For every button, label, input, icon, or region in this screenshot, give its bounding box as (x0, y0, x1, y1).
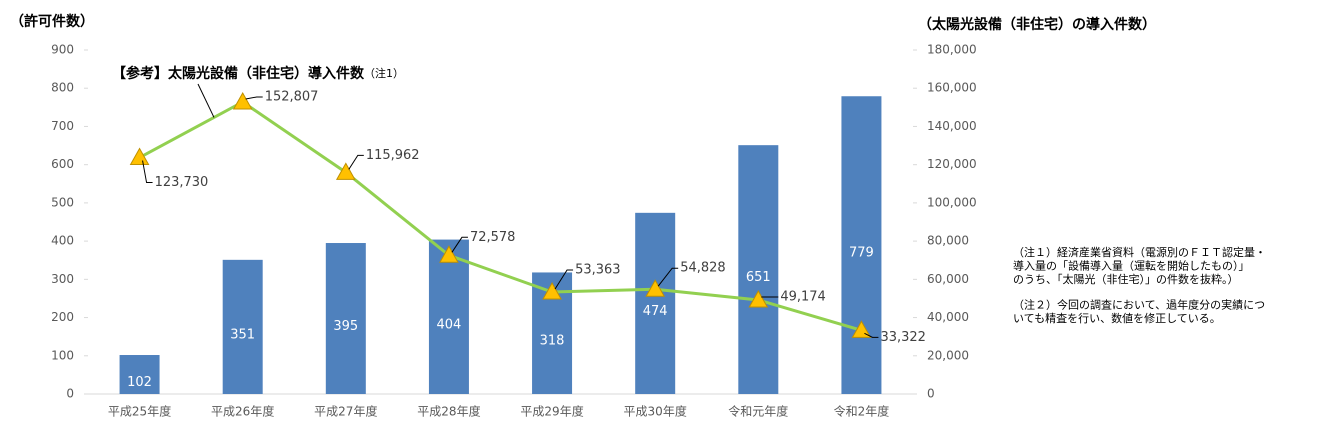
bar (222, 259, 263, 394)
line-value-label: 49,174 (780, 290, 826, 305)
y-tick-label: 500 (51, 195, 74, 209)
bar-value-label: 318 (540, 334, 565, 349)
leader-line (142, 160, 153, 184)
note: 導入量の「設備導入量（運転を開始したもの）」 (1013, 259, 1250, 273)
note: いても精査を行い、数値を修正している。 (1013, 311, 1221, 325)
x-tick-label: 平成25年度 (108, 404, 171, 419)
line-value-label: 54,828 (680, 261, 726, 276)
y-tick-label: 800 (51, 81, 74, 95)
y2-tick-label: 180,000 (927, 43, 977, 57)
x-tick-label: 令和元年度 (728, 404, 788, 419)
line-value-label: 53,363 (575, 263, 621, 278)
bar-value-label: 102 (127, 375, 152, 390)
line-value-label: 115,962 (366, 148, 420, 163)
marker (129, 147, 150, 166)
y-axis-title: （許可件数） (10, 13, 94, 30)
y2-tick-label: 140,000 (927, 119, 977, 133)
x-tick-label: 平成30年度 (624, 404, 687, 419)
leader-line (451, 236, 468, 253)
y2-tick-label: 0 (927, 387, 935, 401)
marker (851, 320, 872, 338)
y-tick-label: 0 (66, 387, 74, 401)
x-tick-label: 令和2年度 (834, 404, 890, 419)
marker (232, 91, 253, 110)
series-name: 【参考】太陽光設備（非住宅）導入件数 (112, 65, 365, 82)
y2-tick-label: 40,000 (927, 310, 969, 324)
leader-line (245, 96, 263, 100)
y-tick-label: 200 (51, 310, 74, 324)
note: のうち、「太陽光（非住宅）」の件数を抜粋。） (1013, 272, 1239, 286)
bar-value-label: 779 (849, 246, 874, 261)
bar-value-label: 404 (437, 317, 462, 332)
series-leader (197, 83, 215, 118)
x-tick-label: 平成27年度 (314, 404, 377, 419)
marker (439, 245, 459, 263)
leader-line (348, 154, 364, 170)
series-label: 【参考】太陽光設備（非住宅）導入件数（注1） (112, 65, 404, 82)
bar-value-label: 651 (746, 270, 771, 285)
y-tick-label: 300 (51, 272, 74, 286)
bar (428, 239, 469, 394)
y2-tick-label: 80,000 (927, 234, 969, 248)
y2-tick-label: 60,000 (927, 272, 969, 286)
y-tick-label: 900 (51, 43, 74, 57)
line-value-label: 123,730 (155, 175, 209, 190)
marker (542, 281, 562, 300)
bar (325, 243, 366, 394)
y-tick-label: 700 (51, 119, 74, 133)
bar (738, 145, 779, 394)
marker (335, 162, 356, 180)
bar-value-label: 351 (230, 327, 255, 342)
leader-line (864, 332, 879, 338)
x-tick-label: 平成26年度 (211, 404, 274, 419)
y-tick-label: 400 (51, 234, 74, 248)
x-tick-label: 平成28年度 (417, 404, 480, 419)
y2-tick-label: 160,000 (927, 81, 977, 95)
line-value-label: 72,578 (470, 230, 516, 245)
x-tick-label: 平成29年度 (520, 404, 583, 419)
bar-value-label: 395 (333, 319, 358, 334)
y-tick-label: 100 (51, 348, 74, 362)
leader-line (554, 269, 574, 290)
marker (645, 279, 666, 297)
bar (119, 355, 160, 394)
y2-axis-title: （太陽光設備（非住宅）の導入件数） (918, 16, 1156, 33)
note: （注１）経済産業省資料（電源別のＦＩＴ認定量・ (1013, 245, 1266, 259)
y2-tick-label: 100,000 (927, 195, 977, 209)
line (138, 100, 862, 332)
bar (635, 212, 676, 394)
y2-tick-label: 120,000 (927, 157, 977, 171)
series-note: （注1） (364, 66, 404, 80)
bar (841, 96, 882, 394)
y2-tick-label: 20,000 (927, 348, 969, 362)
leader-line (657, 267, 679, 287)
line-value-label: 152,807 (265, 89, 319, 104)
y-tick-label: 600 (51, 157, 74, 171)
bar-value-label: 474 (643, 304, 668, 319)
note: （注２）今回の調査において、過年度分の実績につ (1013, 298, 1265, 312)
marker (748, 290, 769, 308)
line-value-label: 33,322 (880, 330, 926, 345)
